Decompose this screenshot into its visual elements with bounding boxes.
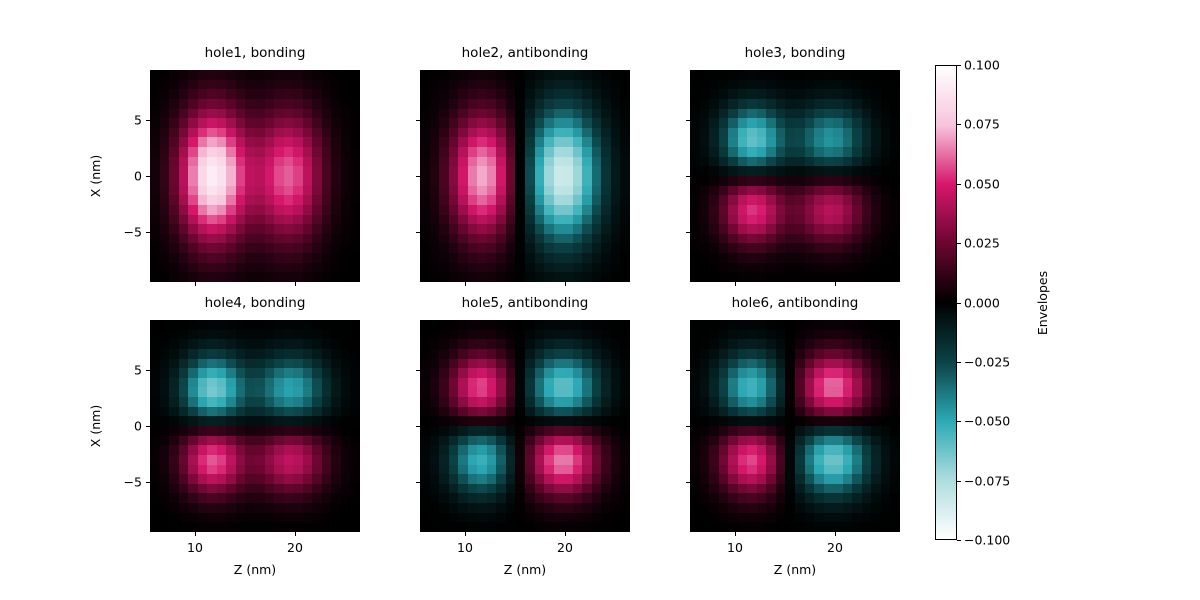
x-tick bbox=[295, 532, 296, 536]
colorbar-tick-label: −0.100 bbox=[964, 532, 1011, 548]
subplot-hole3: hole3, bonding bbox=[690, 45, 900, 282]
y-tick-label: 5 bbox=[134, 112, 142, 128]
colorbar-tick bbox=[957, 124, 961, 126]
x-tick bbox=[735, 532, 736, 536]
x-tick-label: 20 bbox=[287, 540, 303, 555]
colorbar-tick bbox=[957, 480, 961, 482]
heatmap-image bbox=[690, 70, 900, 282]
colorbar-tick bbox=[957, 65, 961, 66]
colorbar-tick bbox=[957, 243, 961, 245]
y-axis-label: X (nm) bbox=[88, 404, 103, 448]
y-tick bbox=[686, 176, 690, 177]
colorbar-tick-label: 0.000 bbox=[964, 295, 1000, 310]
heatmap-image bbox=[690, 320, 900, 532]
x-tick bbox=[835, 532, 836, 536]
colorbar-tick-label: 0.100 bbox=[964, 57, 1000, 73]
x-tick bbox=[565, 282, 566, 286]
heatmap-image bbox=[150, 70, 360, 282]
y-tick bbox=[416, 426, 420, 427]
x-tick-label: 10 bbox=[457, 540, 473, 555]
x-tick bbox=[565, 532, 566, 536]
colorbar-tick-label: 0.025 bbox=[964, 235, 1000, 251]
subplot-title: hole5, antibonding bbox=[461, 295, 589, 311]
colorbar-tick-label: 0.075 bbox=[964, 116, 1000, 132]
subplot-title: hole2, antibonding bbox=[461, 45, 589, 61]
subplot-title: hole1, bonding bbox=[204, 45, 306, 61]
heatmap-image bbox=[420, 70, 630, 282]
y-tick-label: 0 bbox=[134, 418, 142, 434]
subplot-hole6: hole6, antibonding bbox=[690, 295, 900, 532]
colorbar-tick bbox=[957, 183, 961, 185]
heatmap-image bbox=[420, 320, 630, 532]
x-tick-label: 20 bbox=[827, 540, 843, 555]
subplot-hole4: hole4, bonding bbox=[150, 295, 360, 532]
colorbar-frame bbox=[935, 65, 957, 540]
y-tick bbox=[416, 481, 420, 483]
x-axis-label: Z (nm) bbox=[773, 562, 817, 577]
y-tick bbox=[146, 481, 150, 483]
colorbar-tick-label: 0.050 bbox=[964, 176, 1000, 192]
y-tick bbox=[416, 231, 420, 233]
y-tick-label: −5 bbox=[123, 224, 142, 240]
subplot-hole1: hole1, bonding bbox=[150, 45, 360, 282]
x-tick bbox=[735, 282, 736, 286]
y-tick bbox=[146, 370, 150, 372]
heatmap-image bbox=[150, 320, 360, 532]
x-tick-label: 10 bbox=[187, 540, 203, 555]
colorbar-tick-label: −0.075 bbox=[964, 473, 1011, 489]
y-tick bbox=[686, 481, 690, 483]
y-tick-label: −5 bbox=[123, 474, 142, 490]
x-axis-label: Z (nm) bbox=[233, 562, 277, 577]
y-tick bbox=[146, 426, 150, 427]
subplot-hole2: hole2, antibonding bbox=[420, 45, 630, 282]
colorbar-tick bbox=[957, 361, 961, 363]
colorbar-tick bbox=[957, 421, 961, 423]
subplot-title: hole4, bonding bbox=[204, 295, 306, 311]
y-tick bbox=[686, 426, 690, 427]
x-tick bbox=[465, 532, 466, 536]
x-tick bbox=[195, 282, 196, 286]
y-tick bbox=[416, 370, 420, 372]
colorbar-gradient bbox=[936, 66, 956, 539]
x-tick bbox=[465, 282, 466, 286]
y-axis-label: X (nm) bbox=[88, 154, 103, 198]
x-tick bbox=[195, 532, 196, 536]
x-tick-label: 10 bbox=[727, 540, 743, 555]
y-tick bbox=[686, 120, 690, 122]
y-tick bbox=[416, 176, 420, 177]
x-tick-label: 20 bbox=[557, 540, 573, 555]
y-tick bbox=[686, 231, 690, 233]
x-axis-label: Z (nm) bbox=[503, 562, 547, 577]
colorbar-tick bbox=[957, 302, 961, 304]
colorbar bbox=[935, 65, 957, 540]
colorbar-tick bbox=[957, 540, 961, 541]
y-tick bbox=[146, 120, 150, 122]
y-tick-label: 5 bbox=[134, 362, 142, 378]
x-tick bbox=[835, 282, 836, 286]
y-tick-label: 0 bbox=[134, 168, 142, 184]
y-tick bbox=[686, 370, 690, 372]
x-tick bbox=[295, 282, 296, 286]
subplot-title: hole3, bonding bbox=[744, 45, 846, 61]
y-tick bbox=[146, 176, 150, 177]
colorbar-tick-label: −0.050 bbox=[964, 413, 1011, 429]
subplot-title: hole6, antibonding bbox=[731, 295, 859, 311]
subplot-hole5: hole5, antibonding bbox=[420, 295, 630, 532]
colorbar-tick-label: −0.025 bbox=[964, 354, 1011, 370]
y-tick bbox=[416, 120, 420, 122]
colorbar-axis-label: Envelopes bbox=[1035, 270, 1050, 335]
y-tick bbox=[146, 231, 150, 233]
